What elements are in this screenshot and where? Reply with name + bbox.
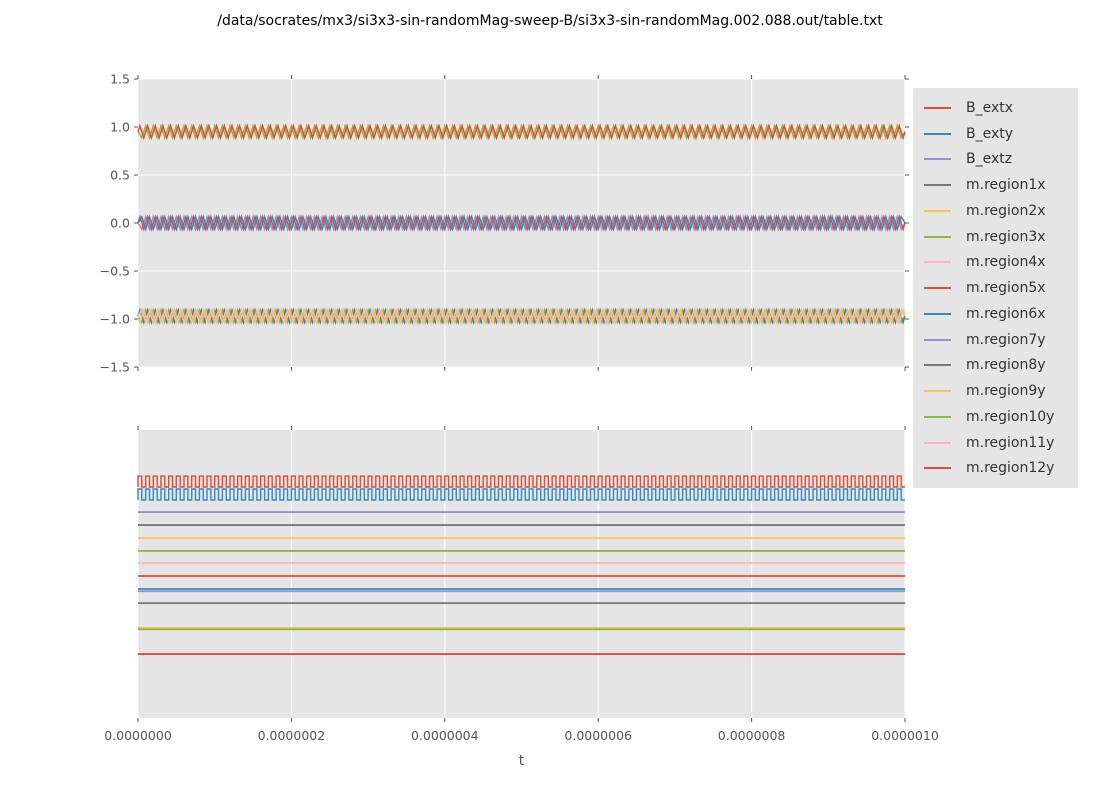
legend-entry: m.region7y [913, 332, 1078, 348]
series-line [137, 488, 905, 501]
legend-entry: B_extx [913, 100, 1078, 116]
legend-entry-label: m.region10y [966, 408, 1055, 425]
legend-line-swatch [924, 312, 951, 315]
x-tick-label: 0.0000002 [258, 728, 326, 743]
legend-entry: B_extz [913, 151, 1078, 167]
legend-entry-label: m.region1x [966, 177, 1046, 193]
legend-entry: m.region2x [913, 203, 1078, 219]
legend-entry: m.region8y [913, 357, 1078, 373]
legend-line-swatch [924, 415, 951, 418]
series-line [137, 475, 905, 488]
legend-line-swatch [924, 132, 951, 135]
y-tick-label: 0.0 [110, 216, 130, 231]
series-line [137, 307, 906, 325]
legend-line-swatch [924, 158, 951, 161]
legend-entry-label: m.region8y [966, 357, 1046, 374]
x-tick-label: 0.0000004 [411, 728, 479, 743]
legend-entry-label: m.region3x [966, 228, 1046, 245]
y-tick-label: 1.0 [110, 120, 130, 135]
legend-entry-label: m.region5x [966, 280, 1046, 296]
y-tick-label: 0.5 [110, 168, 130, 183]
figure-title: /data/socrates/mx3/si3x3-sin-randomMag-s… [217, 13, 883, 29]
legend-entry: m.region9y [913, 383, 1078, 399]
series-line [137, 214, 906, 232]
legend-entry-label: m.region7y [966, 331, 1046, 348]
x-axis-label: t [518, 753, 525, 769]
legend-entry-label: B_exty [966, 125, 1014, 142]
legend-entry-label: m.region9y [966, 383, 1046, 399]
legend-line-swatch [924, 261, 951, 264]
legend-line-swatch [924, 287, 951, 289]
legend-entry-label: B_extx [966, 99, 1014, 116]
legend: B_extx B_exty B_extz m.region1x m.region2x m.… [913, 88, 1078, 488]
legend-line-swatch [924, 338, 951, 341]
legend-line-swatch [924, 184, 951, 186]
legend-entry: m.region4x [913, 254, 1078, 270]
legend-line-swatch [924, 364, 951, 367]
y-tick-label: −1.5 [100, 360, 130, 375]
x-tick-label: 0.0000008 [718, 728, 786, 743]
x-tick-label: 0.0000000 [104, 728, 172, 743]
legend-entry-label: m.region11y [966, 434, 1055, 451]
series-line [137, 123, 906, 141]
legend-entry: m.region3x [913, 229, 1078, 245]
bottom-plot-area [138, 430, 905, 718]
legend-line-swatch [924, 390, 951, 392]
legend-entry-label: B_extz [966, 151, 1013, 168]
legend-entry: m.region1x [913, 177, 1078, 193]
legend-entry: m.region12y [913, 460, 1078, 476]
legend-line-swatch [924, 441, 951, 444]
legend-entry: m.region6x [913, 306, 1078, 322]
y-tick-label: −0.5 [100, 264, 130, 279]
series-line [137, 214, 906, 232]
legend-line-swatch [924, 106, 951, 109]
legend-entry: B_exty [913, 126, 1078, 142]
legend-entry: m.region10y [913, 409, 1078, 425]
y-tick-label: −1.0 [100, 312, 130, 327]
x-tick-label: 0.0000010 [871, 728, 939, 743]
y-tick-label: 1.5 [110, 72, 130, 87]
legend-entry-label: m.region12y [966, 460, 1055, 477]
legend-entry-label: m.region2x [966, 202, 1046, 219]
legend-line-swatch [924, 467, 951, 470]
legend-entry: m.region11y [913, 435, 1078, 451]
legend-entry-label: m.region6x [966, 305, 1046, 322]
legend-entry-label: m.region4x [966, 254, 1046, 271]
legend-line-swatch [924, 209, 951, 212]
legend-entry: m.region5x [913, 280, 1078, 296]
legend-line-swatch [924, 235, 951, 238]
x-tick-label: 0.0000006 [564, 728, 632, 743]
